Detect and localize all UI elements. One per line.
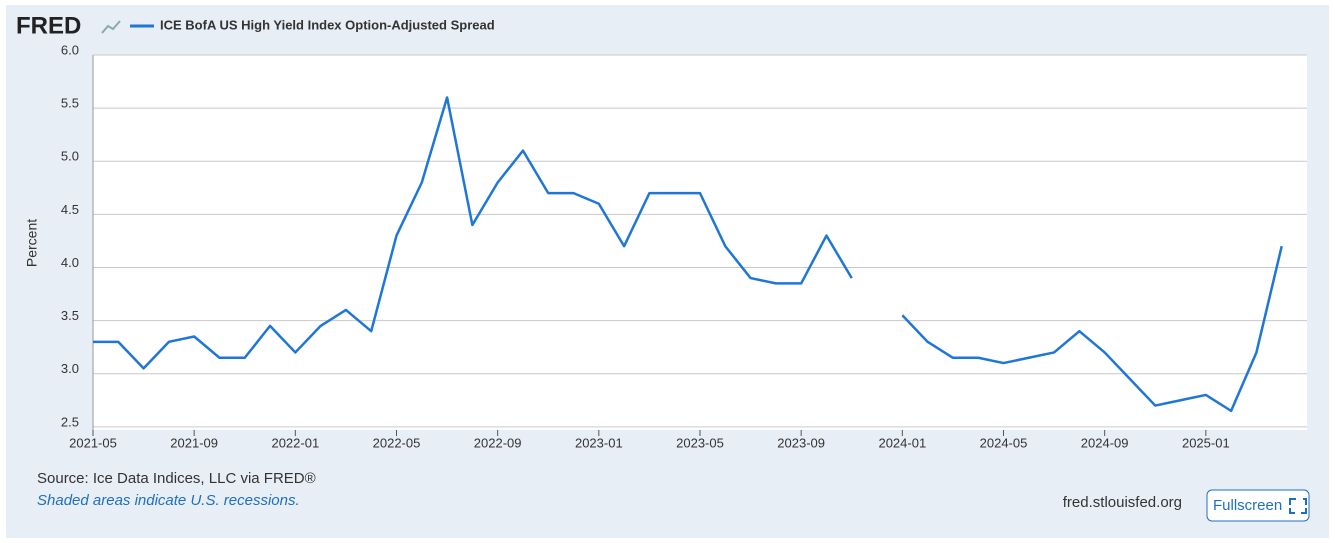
y-tick-label: 2.5 bbox=[61, 414, 79, 429]
y-tick-label: 4.5 bbox=[61, 202, 79, 217]
series-line bbox=[901, 245, 1283, 413]
plot-area bbox=[93, 55, 1307, 430]
button-icon[interactable] bbox=[1289, 498, 1307, 514]
x-tick-label: 2024-01 bbox=[878, 435, 926, 450]
y-tick-label: 3.5 bbox=[61, 308, 79, 323]
y-tick-label: 4.0 bbox=[61, 255, 79, 270]
x-tick-label: 2021-05 bbox=[69, 435, 117, 450]
series-line bbox=[93, 96, 853, 370]
x-tick-label: 2021-09 bbox=[170, 435, 218, 450]
y-tick-label: 5.0 bbox=[61, 149, 79, 164]
x-tick-label: 2023-01 bbox=[575, 435, 623, 450]
y-tick-label: 3.0 bbox=[61, 361, 79, 376]
site: fred.stlouisfed.org bbox=[1063, 494, 1182, 511]
x-tick-label: 2024-05 bbox=[980, 435, 1028, 450]
x-tick-label: 2022-05 bbox=[373, 435, 421, 450]
x-tick-label: 2022-01 bbox=[271, 435, 319, 450]
logo-icon bbox=[101, 20, 121, 34]
button-label[interactable]: Fullscreen bbox=[1213, 497, 1282, 514]
x-tick-label: 2022-09 bbox=[474, 435, 522, 450]
x-tick-label: 2024-09 bbox=[1081, 435, 1129, 450]
legend-label: ICE BofA US High Yield Index Option-Adju… bbox=[160, 17, 495, 32]
x-tick-label: 2025-01 bbox=[1182, 435, 1230, 450]
logo: FRED bbox=[16, 12, 81, 39]
x-tick-label: 2023-09 bbox=[777, 435, 825, 450]
fullscreen-button[interactable]: Fullscreen bbox=[1206, 489, 1310, 522]
y-tick-label: 6.0 bbox=[61, 42, 79, 57]
y-tick-label: 5.5 bbox=[61, 96, 79, 111]
source: Source: Ice Data Indices, LLC via FRED® bbox=[37, 470, 316, 487]
y-axis-label: Percent bbox=[24, 219, 40, 267]
note: Shaded areas indicate U.S. recessions. bbox=[37, 492, 300, 509]
button-frame[interactable] bbox=[1206, 489, 1310, 522]
x-tick-label: 2023-05 bbox=[676, 435, 724, 450]
